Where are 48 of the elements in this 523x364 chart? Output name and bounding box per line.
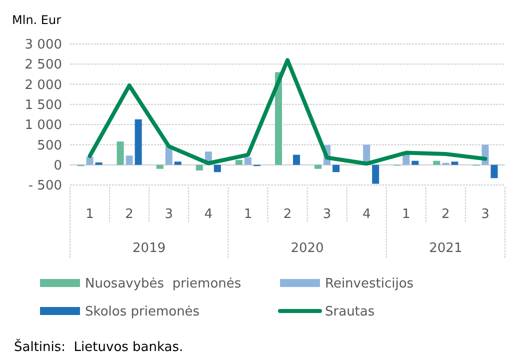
y-tick-label: 3 000: [24, 38, 62, 53]
y-tick-label: 2 500: [24, 58, 62, 73]
bar: [95, 162, 102, 165]
x-tick-label: 4: [204, 207, 213, 222]
x-tick-label: 3: [481, 207, 490, 222]
x-tick-label: 1: [86, 207, 94, 222]
bar: [156, 164, 164, 169]
bar: [126, 156, 133, 165]
bar: [174, 162, 182, 165]
text: 2019: [132, 241, 166, 256]
y-tick-label: 500: [37, 138, 62, 154]
y-tick-label: 0: [54, 158, 62, 174]
legend-label: Skolos priemonės: [85, 304, 200, 320]
bar: [332, 164, 340, 172]
bar: [314, 164, 322, 169]
x-tick-label: 2: [442, 207, 450, 222]
x-tick-label: 1: [244, 207, 252, 222]
bar: [490, 164, 498, 178]
bar: [293, 154, 300, 165]
y-tick-label: 2 000: [24, 78, 62, 93]
bar: [372, 164, 380, 184]
y-tick-label: 1 500: [24, 98, 62, 113]
bar: [235, 160, 242, 165]
x-tick-label: 1: [402, 207, 410, 222]
y-tick-label: - 500: [28, 178, 62, 194]
text: Šaltinis: Lietuvos bankas.: [14, 338, 184, 355]
bar: [412, 160, 419, 165]
legend-label: Reinvesticijos: [325, 276, 414, 292]
x-tick-label: 3: [164, 207, 174, 222]
x-tick-label: 2: [283, 207, 292, 222]
bar: [196, 164, 203, 170]
text: 2020: [290, 241, 324, 256]
bar: [86, 156, 94, 165]
legend-label: Srautas: [325, 304, 375, 320]
bar: [244, 157, 252, 165]
bar: [214, 164, 221, 172]
legend-label: Nuosavybės priemonės: [85, 276, 242, 292]
line-series: [88, 58, 488, 166]
bar: [451, 162, 458, 165]
bar: [134, 119, 142, 165]
x-tick-label: 2: [125, 207, 134, 222]
x-tick-label: 3: [322, 207, 332, 222]
y-axis-title: Mln. Eur: [12, 13, 62, 27]
text: 2021: [429, 241, 462, 256]
bar: [116, 141, 124, 165]
bar: [433, 160, 440, 165]
x-tick-label: 4: [362, 207, 371, 222]
y-tick-label: 1 000: [24, 118, 62, 134]
